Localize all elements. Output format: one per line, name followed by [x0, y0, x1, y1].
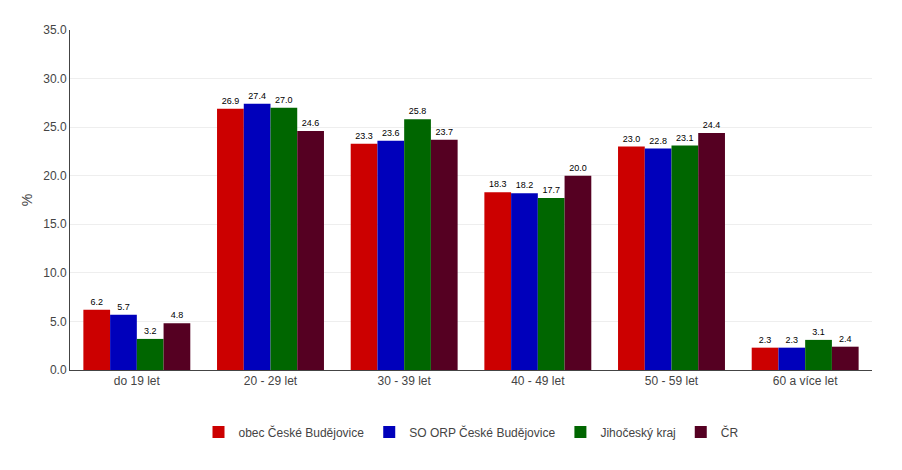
- svg-text:0.0: 0.0: [50, 363, 67, 377]
- svg-text:2.3: 2.3: [759, 335, 772, 345]
- svg-text:3.1: 3.1: [812, 327, 825, 337]
- svg-text:24.4: 24.4: [703, 120, 721, 130]
- svg-text:20.0: 20.0: [569, 163, 587, 173]
- svg-text:30.0: 30.0: [43, 72, 67, 86]
- svg-text:23.1: 23.1: [676, 133, 694, 143]
- svg-text:4.8: 4.8: [171, 310, 184, 320]
- svg-text:2.4: 2.4: [839, 334, 852, 344]
- svg-text:20 - 29 let: 20 - 29 let: [244, 374, 298, 388]
- svg-text:10.0: 10.0: [43, 266, 67, 280]
- svg-text:25.0: 25.0: [43, 120, 67, 134]
- svg-text:35.0: 35.0: [43, 23, 67, 37]
- svg-text:24.6: 24.6: [302, 118, 320, 128]
- svg-text:15.0: 15.0: [43, 217, 67, 231]
- svg-text:26.9: 26.9: [222, 96, 240, 106]
- svg-text:60 a více let: 60 a více let: [773, 374, 838, 388]
- svg-text:5.0: 5.0: [50, 315, 67, 329]
- svg-text:25.8: 25.8: [409, 106, 427, 116]
- svg-text:27.4: 27.4: [248, 91, 266, 101]
- svg-text:22.8: 22.8: [649, 136, 667, 146]
- svg-text:3.2: 3.2: [144, 326, 157, 336]
- svg-text:6.2: 6.2: [90, 297, 103, 307]
- svg-text:23.0: 23.0: [623, 134, 641, 144]
- svg-text:50 - 59 let: 50 - 59 let: [645, 374, 699, 388]
- svg-text:SO ORP České Budějovice: SO ORP České Budějovice: [409, 425, 555, 440]
- svg-text:ČR: ČR: [721, 425, 739, 440]
- svg-text:30 - 39 let: 30 - 39 let: [377, 374, 431, 388]
- svg-text:20.0: 20.0: [43, 169, 67, 183]
- svg-text:17.7: 17.7: [542, 185, 560, 195]
- svg-text:23.7: 23.7: [435, 127, 453, 137]
- svg-text:18.2: 18.2: [516, 180, 534, 190]
- svg-text:23.3: 23.3: [355, 131, 373, 141]
- svg-text:do 19 let: do 19 let: [114, 374, 161, 388]
- svg-text:23.6: 23.6: [382, 128, 400, 138]
- svg-text:Jihočeský kraj: Jihočeský kraj: [600, 426, 675, 440]
- svg-text:obec České Budějovice: obec České Budějovice: [239, 425, 365, 440]
- svg-text:40 - 49 let: 40 - 49 let: [511, 374, 565, 388]
- svg-text:27.0: 27.0: [275, 95, 293, 105]
- svg-text:18.3: 18.3: [489, 179, 507, 189]
- svg-text:5.7: 5.7: [117, 302, 130, 312]
- svg-text:2.3: 2.3: [786, 335, 799, 345]
- svg-text:%: %: [19, 194, 35, 206]
